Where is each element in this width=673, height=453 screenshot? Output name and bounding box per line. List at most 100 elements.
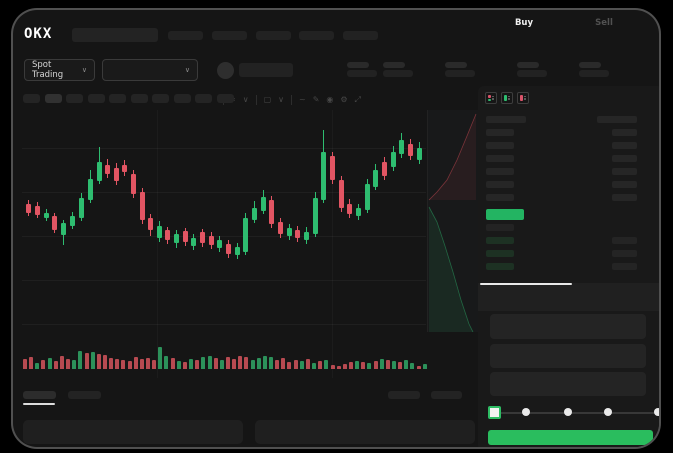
candle: [408, 144, 413, 156]
amount-placeholder: [612, 142, 637, 149]
slider-stop[interactable]: [488, 406, 501, 419]
volume-bar: [342, 364, 347, 369]
price-placeholder: [486, 237, 514, 244]
volume-bar: [207, 356, 212, 369]
interval-chip[interactable]: [44, 94, 62, 103]
interval-chip[interactable]: [130, 94, 148, 103]
market-type-dropdown[interactable]: Spot Trading ∨: [24, 59, 95, 81]
candle: [330, 156, 335, 180]
stat-label-placeholder: [517, 62, 539, 68]
order-book-row[interactable]: [486, 194, 637, 201]
interval-chip[interactable]: [216, 94, 234, 103]
order-book-row[interactable]: [486, 181, 637, 188]
interval-chip[interactable]: [173, 94, 191, 103]
interval-chip[interactable]: [109, 94, 126, 103]
bottom-action-chip[interactable]: [431, 391, 462, 399]
nav-item[interactable]: [255, 31, 291, 40]
nav-item[interactable]: [343, 31, 379, 40]
candle: [52, 216, 57, 230]
candle: [226, 244, 231, 254]
pair-selector-dropdown[interactable]: ∨: [102, 59, 198, 81]
candle: [44, 213, 49, 218]
volume-bar: [330, 365, 335, 369]
compare-icon[interactable]: ▢: [263, 95, 272, 104]
volume-bar: [176, 361, 181, 369]
amount-placeholder: [612, 250, 637, 257]
price-placeholder: [486, 129, 514, 136]
tab-buy[interactable]: Buy: [514, 18, 534, 28]
nav-item[interactable]: [211, 31, 247, 40]
amount-placeholder: [612, 181, 637, 188]
slider-stop[interactable]: [564, 408, 572, 416]
order-book-row[interactable]: [486, 155, 637, 162]
order-book-row[interactable]: [486, 168, 637, 175]
interval-chip[interactable]: [195, 94, 212, 103]
compare-caret-icon[interactable]: ∨: [278, 95, 284, 104]
candle: [321, 152, 326, 200]
bottom-tab-orders[interactable]: [23, 391, 56, 399]
amount-slider[interactable]: [492, 412, 659, 414]
candle: [191, 238, 196, 246]
volume-bar: [416, 366, 421, 369]
volume-bar: [66, 359, 71, 369]
slider-stop[interactable]: [604, 408, 612, 416]
tab-sell[interactable]: Sell: [595, 18, 613, 28]
volume-bar: [84, 353, 89, 369]
volume-bar: [281, 358, 286, 369]
interval-chip[interactable]: [66, 94, 83, 103]
order-book-row[interactable]: [486, 116, 637, 123]
drawing-tools-icon[interactable]: ✎: [312, 95, 320, 104]
total-input[interactable]: [490, 372, 646, 396]
volume-bar: [35, 363, 40, 369]
bottom-tab-history[interactable]: [68, 391, 101, 399]
candle: [269, 200, 274, 224]
nav-item[interactable]: [299, 31, 335, 40]
interval-chip[interactable]: [23, 94, 40, 103]
fullscreen-icon[interactable]: ⤢: [354, 95, 361, 104]
amount-placeholder: [612, 237, 637, 244]
amount-placeholder: [612, 155, 637, 162]
order-book-row[interactable]: [486, 237, 637, 244]
candle: [287, 228, 292, 236]
candle: [97, 162, 102, 181]
order-book-row[interactable]: [486, 263, 637, 270]
app-window: OKX Spot Trading ∨ ∨ ≈∨▢∨~✎◉⚙⤢ Buy Sell: [11, 8, 661, 449]
order-book-row[interactable]: [486, 129, 637, 136]
volume-bar: [219, 360, 224, 369]
orderbook-view-asks-icon[interactable]: [517, 92, 529, 104]
order-book-row[interactable]: [486, 142, 637, 149]
camera-icon[interactable]: ◉: [326, 95, 334, 104]
interval-chip[interactable]: [152, 94, 169, 103]
candle: [140, 192, 145, 220]
stat-label-placeholder: [347, 62, 369, 68]
indicators-icon[interactable]: ~: [298, 95, 306, 104]
price-input[interactable]: [490, 314, 646, 339]
amount-placeholder: [612, 263, 637, 270]
volume-bar: [158, 347, 163, 369]
candle: [26, 204, 31, 213]
buy-submit-button[interactable]: [488, 430, 653, 445]
active-tab-indicator: [480, 283, 572, 285]
orderbook-view-combined-icon[interactable]: [485, 92, 497, 104]
order-book-row[interactable]: [486, 250, 637, 257]
orderbook-view-bids-icon[interactable]: [501, 92, 513, 104]
style-caret-icon[interactable]: ∨: [242, 95, 249, 104]
stat-value-placeholder: [579, 70, 609, 77]
last-price-highlight[interactable]: [486, 209, 524, 220]
nav-item[interactable]: [168, 31, 203, 40]
settings-icon[interactable]: ⚙: [340, 95, 348, 104]
stat-value-placeholder: [383, 70, 413, 77]
slider-stop[interactable]: [654, 408, 659, 416]
volume-bar: [225, 357, 230, 369]
amount-input[interactable]: [490, 344, 646, 368]
order-book-row[interactable]: [486, 224, 637, 231]
toolbar-divider: [255, 95, 257, 105]
slider-stop[interactable]: [522, 408, 530, 416]
search-input[interactable]: [72, 28, 158, 42]
bottom-action-chip[interactable]: [388, 391, 420, 399]
volume-bar: [410, 363, 415, 369]
candle: [365, 184, 370, 210]
volume-bar: [312, 363, 317, 369]
stat-label-placeholder: [445, 62, 467, 68]
interval-chip[interactable]: [87, 94, 105, 103]
